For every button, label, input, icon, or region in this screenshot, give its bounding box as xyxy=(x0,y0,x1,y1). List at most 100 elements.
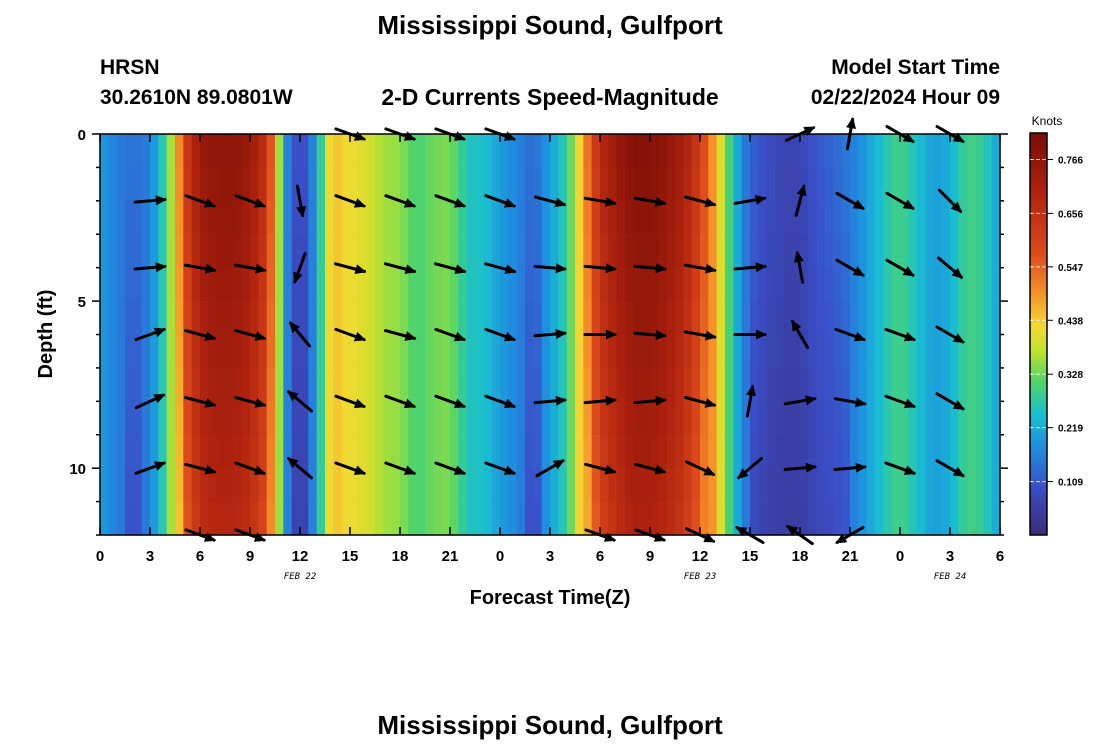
heatmap-cell xyxy=(408,200,418,235)
current-vector xyxy=(633,330,667,340)
heatmap-cell xyxy=(866,134,876,169)
current-vector xyxy=(287,390,313,413)
heatmap-cell xyxy=(333,267,343,302)
x-tick-label: 15 xyxy=(742,548,759,565)
heatmap-cell xyxy=(250,301,259,336)
heatmap-cell xyxy=(750,334,759,369)
heatmap-cell xyxy=(883,434,893,469)
heatmap-cell xyxy=(583,468,593,503)
heatmap-cell xyxy=(333,200,343,235)
heatmap-cell xyxy=(675,134,684,169)
heatmap-cell xyxy=(541,334,551,369)
heatmap-cell xyxy=(500,434,509,469)
heatmap-cell xyxy=(841,234,851,269)
heatmap-cell xyxy=(266,134,276,169)
heatmap-cell xyxy=(100,468,109,503)
heatmap-cell xyxy=(166,267,176,302)
heatmap-cell xyxy=(333,468,343,503)
heatmap-cell xyxy=(908,334,918,369)
heatmap-cell xyxy=(350,301,359,336)
heatmap-cell xyxy=(383,434,393,469)
heatmap-cell xyxy=(500,401,509,436)
current-vector xyxy=(134,393,166,410)
heatmap-cell xyxy=(466,367,476,402)
heatmap-cell xyxy=(716,501,726,536)
heatmap-cell xyxy=(566,434,576,469)
heatmap-cell xyxy=(808,468,818,503)
heatmap-cell xyxy=(641,134,651,169)
heatmap-cell xyxy=(641,401,651,436)
heatmap-cell xyxy=(408,301,418,336)
heatmap-cell xyxy=(333,167,343,202)
heatmap-cell xyxy=(775,134,784,169)
heatmap-cell xyxy=(841,367,851,402)
heatmap-cell xyxy=(750,367,759,402)
heatmap-cell xyxy=(733,301,743,336)
heatmap-cell xyxy=(250,134,259,169)
heatmap-cell xyxy=(633,134,643,169)
heatmap-cell xyxy=(175,200,184,235)
heatmap-cell xyxy=(116,468,126,503)
model-start-value: 02/22/2024 Hour 09 xyxy=(810,86,1000,109)
heatmap-cell xyxy=(708,434,718,469)
heatmap-cell xyxy=(433,234,443,269)
heatmap-cell xyxy=(208,434,218,469)
heatmap-cell xyxy=(858,200,868,235)
heatmap-cell xyxy=(450,200,459,235)
current-vector xyxy=(634,462,667,475)
heatmap-cell xyxy=(208,468,218,503)
heatmap-cell xyxy=(233,167,243,202)
heatmap-cell xyxy=(733,434,743,469)
heatmap-cell xyxy=(991,167,1001,202)
heatmap-cell xyxy=(108,200,118,235)
heatmap-cell xyxy=(925,167,934,202)
current-vector xyxy=(633,395,667,406)
heatmap-cell xyxy=(858,401,868,436)
heatmap-cell xyxy=(916,434,926,469)
heatmap-cell xyxy=(350,434,359,469)
heatmap-cell xyxy=(650,200,659,235)
heatmap-cell xyxy=(216,200,226,235)
heatmap-cell xyxy=(425,401,434,436)
heatmap-cell xyxy=(775,501,784,536)
heatmap-cell xyxy=(250,468,259,503)
heatmap-cell xyxy=(766,267,776,302)
heatmap-cell xyxy=(991,434,1001,469)
heatmap-cell xyxy=(925,434,934,469)
current-vector xyxy=(384,329,417,341)
heatmap-cell xyxy=(575,167,584,202)
heatmap-cell xyxy=(616,501,626,536)
heatmap-cell xyxy=(366,200,376,235)
heatmap-cell xyxy=(700,234,709,269)
heatmap-cell xyxy=(833,301,843,336)
heatmap-cell xyxy=(650,468,659,503)
heatmap-cell xyxy=(875,334,884,369)
heatmap-cell xyxy=(883,200,893,235)
heatmap-cell xyxy=(591,501,601,536)
heatmap-cell xyxy=(191,167,201,202)
heatmap-cell xyxy=(308,501,318,536)
current-vector xyxy=(794,184,807,217)
heatmap-cell xyxy=(925,234,934,269)
heatmap-cell xyxy=(883,301,893,336)
heatmap-cell xyxy=(550,200,559,235)
heatmap-cell xyxy=(916,200,926,235)
heatmap-cell xyxy=(225,367,234,402)
heatmap-cell xyxy=(641,267,651,302)
heatmap-cell xyxy=(558,167,568,202)
heatmap-cell xyxy=(350,501,359,536)
heatmap-cell xyxy=(325,134,334,169)
heatmap-cell xyxy=(833,334,843,369)
heatmap-cell xyxy=(383,367,393,402)
heatmap-cell xyxy=(775,401,784,436)
heatmap-cell xyxy=(750,301,759,336)
heatmap-cell xyxy=(183,501,193,536)
heatmap-cell xyxy=(125,200,134,235)
heatmap-cell xyxy=(825,234,834,269)
heatmap-cell xyxy=(375,301,384,336)
heatmap-cell xyxy=(916,267,926,302)
heatmap-cell xyxy=(425,167,434,202)
heatmap-cell xyxy=(233,234,243,269)
heatmap-cell xyxy=(775,334,784,369)
heatmap-cell xyxy=(633,200,643,235)
